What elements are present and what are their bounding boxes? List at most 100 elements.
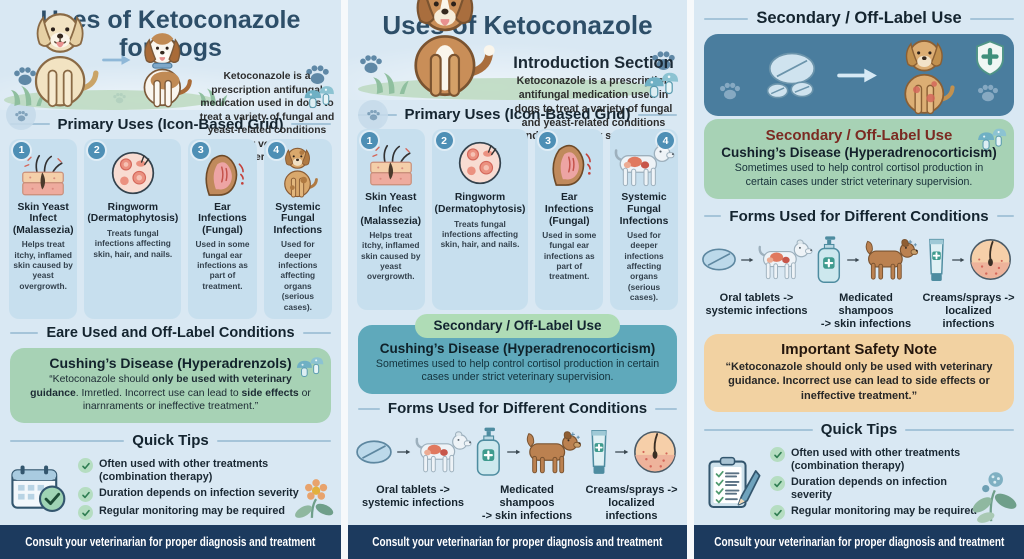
dog-xray-icon (757, 239, 813, 281)
number-badge: 1 (13, 141, 30, 159)
form-medicated-shampoos: Medicated shampoos -> skin infections (813, 231, 919, 331)
shield-cross-icon (974, 40, 1006, 76)
dog-brown-icon (394, 0, 498, 98)
card-title: Ear Infections (Fungal) (198, 201, 247, 236)
arrow-right-icon (741, 256, 754, 264)
number-badge: 3 (192, 141, 210, 159)
arrow-right-icon (847, 256, 860, 264)
tips-list: Often used with other treatments (combin… (78, 455, 331, 523)
use-card-skin-yeast: 1 Skin Yeast Infect (Malassezia) Helps tr… (9, 138, 78, 319)
primary-uses-heading: Primary Uses (Icon-Based Grid) (10, 116, 331, 133)
offlabel-box: Cushing’s Disease (Hyperadrenzols) “Keto… (10, 347, 331, 424)
number-badge: 3 (539, 132, 557, 150)
quick-tips-heading-text: Quick Tips (132, 432, 209, 450)
quick-tips-section: Often used with other treatments (combin… (0, 453, 341, 523)
card-description: Used for deeper infections affecting org… (624, 230, 664, 303)
check-icon (770, 505, 785, 520)
skin-layers-icon (19, 151, 67, 198)
number-badge: 4 (267, 141, 285, 159)
quick-tips-heading: Quick Tips (10, 432, 331, 449)
dog-stand-icon (863, 238, 919, 281)
secondary-use-box: Secondary / Off-Label Use Cushing’s Dise… (704, 119, 1014, 199)
arrow-right-icon (102, 54, 132, 66)
dog-beagle-icon (130, 31, 196, 108)
footer-banner: Consult your veterinarian for proper dia… (348, 525, 687, 559)
use-card-systemic: 4 Systemic Fungal Infections Used for dee… (263, 138, 332, 319)
form-creams-sprays: Creams/sprays -> localized infections (582, 423, 681, 523)
card-description: Treats fungal infections affecting skin,… (93, 227, 173, 259)
card-title: Ear Infections (Fungal) (544, 192, 594, 227)
page-title-line1: Uses of Ketoconazole (40, 6, 301, 34)
primary-uses-grid: 1 Skin Yeast Infec (Malassezia) Helps tre… (348, 129, 687, 310)
number-badge: 2 (435, 132, 453, 150)
quick-tips-section: Often used with other treatments (combin… (694, 442, 1024, 523)
ringworm-icon (108, 148, 158, 198)
secondary-use-pill: Secondary / Off-Label Use (415, 313, 620, 338)
calendar-check-icon (10, 463, 70, 515)
intro-heading: Introduction Section (513, 53, 674, 72)
card-description: Used in some fungal ear infections as pa… (195, 239, 250, 291)
safety-note-box: Important Safety Note “Ketoconazole shou… (704, 333, 1014, 413)
form-label: Medicated shampoos -> skin infections (481, 484, 573, 523)
panel-uses-overview: Uses of Ketoconazole Introduction Sectio… (348, 0, 687, 559)
number-badge: 4 (657, 132, 674, 150)
check-icon (770, 476, 785, 492)
panel-uses-for-dogs: Uses of Ketoconazole for Dogs Ketoconazo… (0, 0, 341, 559)
secondary-use-heading-text: Secondary / Off-Label Use (756, 9, 962, 27)
use-card-skin-yeast: 1 Skin Yeast Infec (Malassezia) Helps tre… (357, 129, 425, 310)
clipboard-check-icon (704, 455, 762, 512)
card-title: Skin Yeast Infect (Malassezia) (12, 201, 74, 236)
dog-stand-icon (524, 430, 582, 475)
pill-icon (354, 438, 394, 466)
form-oral-tablets: Oral tablets -> systemic infections (700, 231, 813, 331)
tip-item: Regular monitoring may be required (770, 505, 980, 520)
secondary-use-title: Cushing’s Disease (Hyperadrenocorticism) (379, 340, 656, 356)
tip-item: Duration depends on infection severity (770, 476, 980, 502)
primary-uses-heading-text: Primary Uses (Icon-Based Grid) (57, 115, 284, 133)
footer-banner: Consult your veterinarian for proper dia… (0, 525, 341, 559)
card-title: Skin Yeast Infec (Malassezia) (360, 192, 422, 227)
arrow-right-icon (952, 256, 965, 264)
form-oral-tablets: Oral tablets -> systemic infections (354, 423, 472, 523)
skin-spot-icon (968, 237, 1013, 282)
card-description: Helps treat itchy, inflamed skin caused … (361, 230, 421, 282)
secondary-use-box-subtitle: Cushing’s Disease (Hyperadrenocorticism) (721, 145, 997, 161)
form-creams-sprays: Creams/sprays -> localized infections (919, 231, 1018, 331)
dog-xray-icon (414, 431, 472, 474)
check-icon (78, 505, 93, 520)
offlabel-heading-text: Eare Used and Off-Label Conditions (46, 324, 295, 341)
use-card-ear-infections: 3 Ear Infections (Fungal) Used in some fu… (188, 138, 257, 319)
form-label: Oral tablets -> systemic infections (361, 484, 465, 510)
primary-uses-heading-text: Primary Uses (Icon-Based Grid) (404, 106, 631, 124)
quick-tips-heading-text: Quick Tips (820, 421, 898, 439)
primary-uses-heading: Primary Uses (Icon-Based Grid) (358, 106, 677, 123)
use-card-ringworm: 2 Ringworm (Dermatophytosis) Treats funga… (84, 138, 182, 319)
offlabel-heading: Eare Used and Off-Label Conditions (10, 325, 331, 341)
tips-list: Often used with other treatments (combin… (770, 444, 1014, 523)
secondary-use-box-description: Sometimes used to help control cortisol … (734, 162, 984, 188)
plant-icon (964, 465, 1022, 523)
card-title: Systemic Fungal Infections (619, 192, 669, 227)
card-description: Treats fungal infections affecting skin,… (440, 218, 520, 250)
forms-row: Oral tablets -> systemic infections Medic… (694, 229, 1024, 331)
number-badge: 2 (88, 141, 106, 159)
forms-heading: Forms Used for Different Conditions (704, 208, 1014, 225)
forms-heading-text: Forms Used for Different Conditions (729, 207, 989, 225)
card-title: Ringworm (Dermatophytosis) (434, 192, 526, 215)
shampoo-bottle-icon (472, 426, 504, 478)
pills-icon (759, 49, 825, 101)
mushroom-icon (641, 69, 679, 100)
form-label: Creams/sprays -> localized infections (585, 484, 678, 523)
tip-item: Duration depends on infection severity (78, 487, 331, 502)
use-card-ringworm: 2 Ringworm (Dermatophytosis) Treats funga… (431, 129, 529, 310)
secondary-use-box-title: Secondary / Off-Label Use (765, 127, 953, 145)
shampoo-bottle-icon (813, 235, 844, 285)
check-icon (78, 487, 93, 502)
card-title: Systemic Fungal Infections (273, 201, 323, 236)
safety-note-quote: “Ketoconazole should only be used with v… (725, 360, 993, 402)
secondary-use-description: Sometimes used to help control cortisol … (375, 357, 660, 384)
cream-tube-icon (586, 426, 612, 478)
hero-section: Ketoconazole is a prescription antifunga… (0, 64, 341, 163)
dog-ear-icon (546, 141, 593, 188)
offlabel-quote: “Ketoconazole should only be used with v… (30, 373, 311, 413)
